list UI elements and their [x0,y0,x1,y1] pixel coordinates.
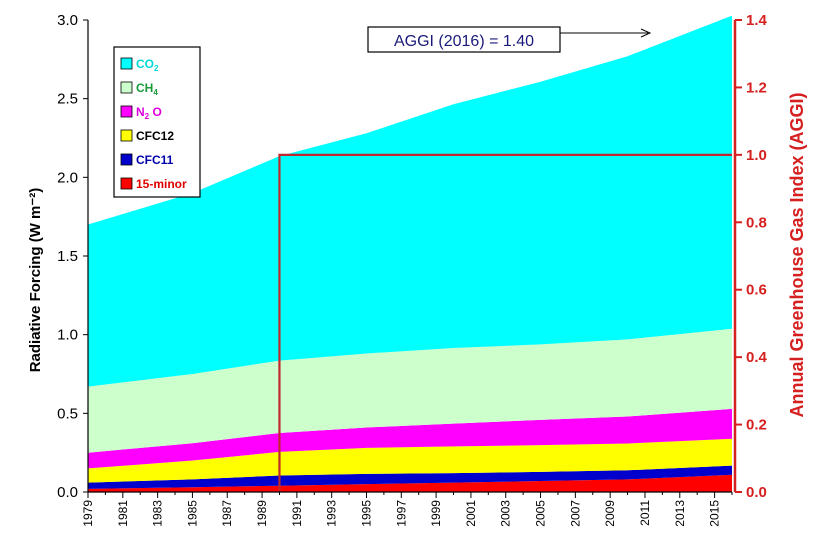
x-tick-label: 1979 [81,500,95,527]
legend-label: 15-minor [136,177,187,191]
legend-swatch [120,105,133,118]
stacked-areas [88,15,732,492]
legend-box [113,46,201,198]
x-tick-label: 1995 [359,500,373,527]
y-tick-label-right: 0.0 [746,484,767,501]
legend-label: CH4 [136,81,158,97]
x-tick-label: 2015 [708,500,722,527]
x-tick-label: 1987 [220,500,234,527]
area-ch4 [88,328,732,453]
y-tick-label-right: 1.0 [746,147,767,164]
y-tick-label: 0.5 [57,405,78,422]
x-tick-label: 2005 [534,500,548,527]
tick-labels: 0.0 0.5 1.0 1.5 2.0 2.5 3.0 0.0 0.2 0.4 0.6 0.8 1.0 1… [57,12,767,527]
y-tick-label: 2.0 [57,169,78,186]
y-axis-label: Radiative Forcing (W m⁻²) [27,188,44,373]
x-tick-label: 2001 [464,500,478,527]
legend-swatch [120,177,133,190]
legend-swatch [120,57,133,70]
x-tick-label: 1985 [185,500,199,527]
y-tick-label: 1.0 [57,327,78,344]
x-tick-label: 1989 [255,500,269,527]
legend-label: CO2 [136,57,159,73]
x-tick-label: 2013 [673,500,687,527]
annotation-text: AGGI (2016) = 1.40 [394,33,534,50]
x-tick-label: 1983 [151,500,165,527]
aggi-reference-line [278,153,732,492]
y-tick-label-right: 0.6 [746,282,767,299]
y-tick-label-right: 0.8 [746,214,767,231]
y-tick-label-right: 0.2 [746,417,767,434]
y-tick-label-right: 1.4 [746,12,768,29]
y-tick-label: 2.5 [57,91,78,108]
legend-swatch [120,81,133,94]
y-tick-label: 0.0 [57,484,78,501]
x-tick-label: 1997 [394,500,408,527]
x-tick-label: 1993 [325,500,339,527]
legend-swatch [120,153,133,166]
x-tick-label: 2009 [603,500,617,527]
y-tick-label-right: 0.4 [746,349,768,366]
annotation-box [367,26,561,53]
x-tick-label: 2003 [499,500,513,527]
y-axis-label-right: Annual Greenhouse Gas Index (AGGI) [787,92,807,417]
y-tick-label: 3.0 [57,12,78,29]
legend-label: N2 O [136,105,162,121]
y-tick-label-right: 1.2 [746,79,767,96]
legend-label: CFC12 [136,129,174,143]
x-tick-label: 2007 [568,500,582,527]
y-tick-label: 1.5 [57,248,78,265]
x-tick-label: 1999 [429,500,443,527]
area-n2o [88,408,732,469]
annotation: AGGI (2016) = 1.40 [367,26,652,53]
x-tick-label: 2011 [638,500,652,526]
x-tick-label: 1981 [116,500,130,527]
legend: CO2 CH4 N2 O CFC12 CFC11 15-minor [113,46,201,198]
x-tick-label: 1991 [290,500,304,527]
reference-line [278,153,732,492]
legend-label: CFC11 [136,153,174,167]
legend-swatch [120,129,133,142]
annotation-arrowhead [640,28,652,38]
area-co2 [88,15,732,387]
area-cfc12 [88,438,732,483]
area-cfc11 [88,465,732,489]
